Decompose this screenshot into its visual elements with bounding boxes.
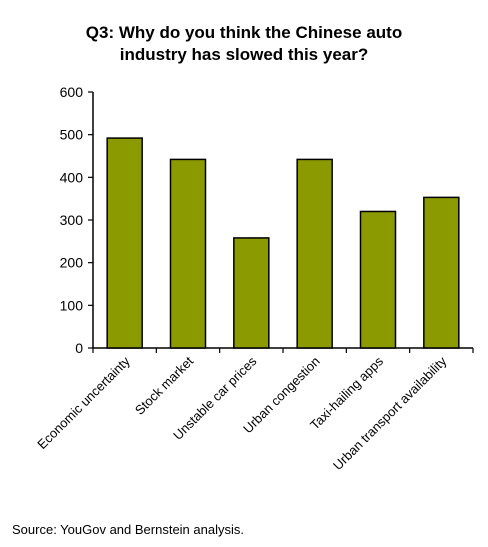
y-tick-label: 300 <box>60 212 84 228</box>
source-note: Source: YouGov and Bernstein analysis. <box>12 522 244 537</box>
chart-title: Q3: Why do you think the Chinese auto in… <box>0 22 488 66</box>
x-category-label: Stock market <box>132 353 197 418</box>
y-tick-label: 600 <box>60 84 84 100</box>
bar <box>233 237 270 349</box>
bar <box>106 137 143 349</box>
chart-axes <box>88 91 474 353</box>
y-tick-label: 100 <box>60 297 84 313</box>
x-category-label: Economic uncertainty <box>34 353 133 452</box>
y-tick-label: 500 <box>60 127 84 143</box>
y-tick-label: 200 <box>60 255 84 271</box>
y-tick-label: 400 <box>60 169 84 185</box>
x-category-label: Urban transport availability <box>330 353 450 473</box>
bar <box>423 196 460 349</box>
chart-bars <box>106 137 460 349</box>
bar <box>169 158 207 349</box>
bar <box>296 158 333 349</box>
bar <box>359 210 397 349</box>
chart-title-line-1: Q3: Why do you think the Chinese auto <box>85 23 403 42</box>
chart-title-line-2: industry has slowed this year? <box>119 45 369 64</box>
y-tick-label: 0 <box>75 340 83 356</box>
